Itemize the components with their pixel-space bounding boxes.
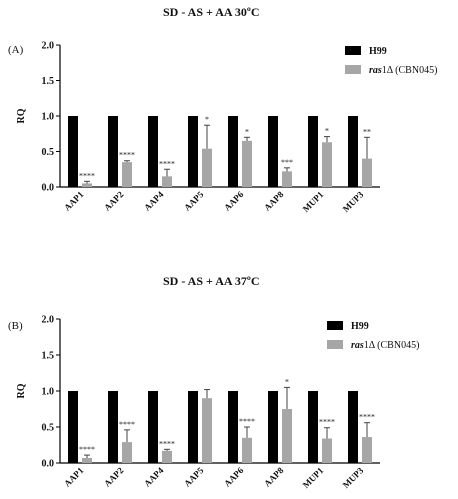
bar-h99 [308, 116, 318, 187]
legend-label-ras1: ras1Δ (CBN045) [369, 65, 437, 76]
bar-ras1 [122, 442, 132, 463]
bar-h99 [108, 391, 118, 463]
x-tick-label: AAP2 [102, 465, 126, 489]
significance-label: **** [319, 418, 335, 427]
bar-h99 [68, 391, 78, 463]
bar-ras1 [202, 148, 212, 187]
x-tick-label: AAP8 [262, 189, 286, 213]
bar-ras1 [322, 142, 332, 187]
legend-swatch-h99 [327, 321, 343, 330]
legend-label-h99: H99 [351, 321, 369, 332]
legend-swatch-ras1 [327, 340, 343, 349]
y-tick-label: 0.0 [42, 459, 55, 470]
bar-ras1 [82, 183, 92, 187]
y-axis-label: RQ [16, 108, 27, 123]
legend-swatch-ras1 [345, 65, 361, 74]
y-tick-label: 1.0 [42, 387, 55, 398]
x-tick-label: AAP5 [182, 189, 206, 213]
significance-label: **** [359, 413, 375, 422]
bar-h99 [348, 116, 358, 187]
x-tick-label: AAP4 [142, 465, 166, 489]
significance-label: **** [79, 445, 95, 454]
bar-ras1 [122, 162, 132, 187]
x-tick-label: AAP6 [222, 465, 246, 489]
bar-h99 [108, 116, 118, 187]
y-axis-label: RQ [16, 383, 27, 398]
bar-h99 [268, 391, 278, 463]
panel-a-letter: (A) [8, 44, 24, 56]
x-tick-label: AAP8 [262, 465, 286, 489]
bar-h99 [68, 116, 78, 187]
legend-label-ras1: ras1Δ (CBN045) [351, 340, 419, 351]
bar-h99 [188, 391, 198, 463]
x-tick-label: AAP1 [62, 465, 86, 489]
bar-ras1 [202, 398, 212, 463]
bar-ras1 [362, 437, 372, 463]
x-tick-label: MUP3 [341, 189, 366, 214]
chart-b: 0.0 0.5 1.0 1.5 2.0 RQ **** AAP1 **** AAP2 **** AAP… [16, 315, 419, 491]
x-tick-label: AAP2 [102, 189, 126, 213]
y-tick-label: 2.0 [42, 41, 55, 52]
y-tick-label: 1.0 [42, 112, 55, 123]
bar-h99 [148, 391, 158, 463]
bar-h99 [268, 116, 278, 187]
bar-ras1 [282, 171, 292, 187]
y-tick-label: 1.5 [42, 351, 55, 362]
significance-label: * [325, 127, 329, 136]
x-tick-label: AAP1 [62, 189, 86, 213]
x-tick-label: MUP1 [301, 465, 326, 490]
bar-ras1 [282, 409, 292, 463]
legend-label-ras1-italic: ras [351, 340, 364, 351]
bar-ras1 [162, 450, 172, 463]
x-tick-label: AAP6 [222, 189, 246, 213]
legend-label-h99: H99 [369, 46, 387, 57]
significance-label: * [285, 377, 289, 386]
legend-label-ras1-italic: ras [369, 65, 382, 76]
bar-ras1 [82, 457, 92, 463]
bar-ras1 [162, 176, 172, 187]
panel-b-letter: (B) [8, 320, 23, 332]
y-tick-label: 0.5 [42, 147, 55, 158]
x-tick-label: MUP3 [341, 465, 366, 490]
significance-label: **** [119, 420, 135, 429]
legend-label-ras1-rest: 1Δ (CBN045) [382, 65, 438, 76]
bar-h99 [148, 116, 158, 187]
x-tick-label: MUP1 [301, 189, 326, 214]
y-tick-label: 2.0 [42, 315, 55, 326]
significance-label: **** [239, 417, 255, 426]
bar-h99 [348, 391, 358, 463]
legend-swatch-h99 [345, 46, 361, 55]
significance-label: **** [119, 151, 135, 160]
significance-label: * [205, 115, 209, 124]
significance-label: * [245, 127, 249, 136]
legend-label-ras1-rest: 1Δ (CBN045) [364, 340, 420, 351]
significance-label: *** [281, 158, 293, 167]
significance-label: **** [79, 171, 95, 180]
chart-a: 0.00.51.01.52.0RQ****AAP1****AAP2****AAP… [16, 41, 437, 215]
bar-h99 [228, 116, 238, 187]
x-tick-label: AAP4 [142, 189, 166, 213]
y-tick-label: 0.5 [42, 423, 55, 434]
bar-ras1 [322, 438, 332, 463]
significance-label: **** [159, 159, 175, 168]
bar-h99 [308, 391, 318, 463]
significance-label: **** [159, 439, 175, 448]
significance-label: ** [363, 127, 371, 136]
bar-ras1 [242, 140, 252, 187]
panel-b-title: SD - AS + AA 37ºC [163, 274, 260, 288]
bar-h99 [188, 116, 198, 187]
bar-ras1 [362, 158, 372, 187]
bar-ras1 [242, 437, 252, 463]
bar-h99 [228, 391, 238, 463]
panel-a-title: SD - AS + AA 30ºC [163, 5, 260, 19]
x-tick-label: AAP5 [182, 465, 206, 489]
y-tick-label: 0.0 [42, 183, 55, 194]
y-tick-label: 1.5 [42, 76, 55, 87]
